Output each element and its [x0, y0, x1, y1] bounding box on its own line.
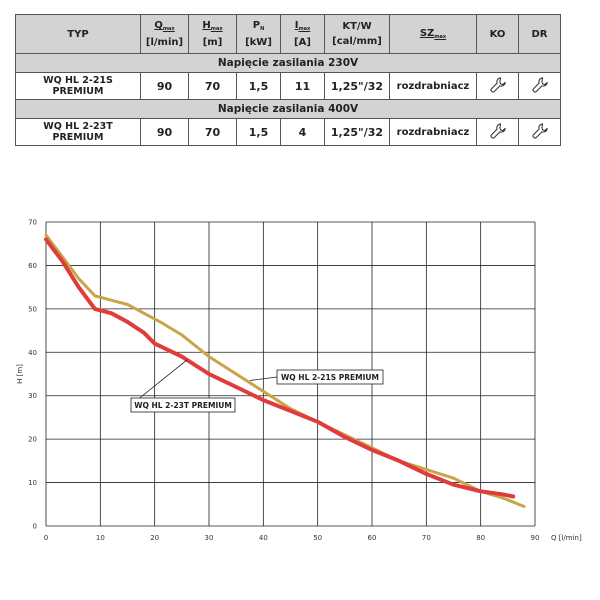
header-p: PN [kW] [236, 14, 281, 54]
header-q: Qmax [l/min] [140, 14, 189, 54]
header-kt: KT/W [cal/mm] [324, 14, 390, 54]
header-ko: KO [476, 14, 519, 54]
legend-23t-label: WQ HL 2-23T PREMIUM [134, 401, 232, 410]
y-tick-label: 20 [28, 436, 37, 444]
sz-value: rozdrabniacz [389, 72, 477, 100]
x-tick-label: 10 [96, 534, 105, 542]
model-variant: PREMIUM [52, 132, 104, 143]
legend-23t-box [130, 397, 236, 413]
voltage-row-400: Napięcie zasilania 400V [15, 99, 561, 119]
header-kt-symbol: KT/W [342, 21, 372, 32]
x-tick-label: 80 [476, 534, 485, 542]
h-value: 70 [188, 118, 237, 146]
legend-23t-leader [130, 359, 188, 406]
header-h-sub: max [210, 26, 223, 32]
kt-value: 1,25"/32 [324, 118, 390, 146]
q-value: 90 [140, 118, 189, 146]
kt-value: 1,25"/32 [324, 72, 390, 100]
x-tick-label: 60 [368, 534, 377, 542]
header-sz: SZmax [389, 14, 477, 54]
x-tick-label: 30 [205, 534, 214, 542]
header-dr: DR [518, 14, 561, 54]
header-q-unit: [l/min] [145, 37, 184, 48]
model-name: WQ HL 2-23T [43, 121, 113, 132]
x-tick-label: 40 [259, 534, 268, 542]
header-p-unit: [kW] [245, 37, 272, 48]
wrench-icon [531, 76, 548, 93]
x-tick-label: 0 [44, 534, 48, 542]
header-q-sub: max [162, 26, 175, 32]
header-i: Imax [A] [280, 14, 325, 54]
dr-cell [518, 72, 561, 100]
y-tick-label: 30 [28, 392, 37, 400]
voltage-label: Napięcie zasilania 400V [15, 99, 561, 119]
header-h-unit: [m] [202, 37, 223, 48]
wrench-icon [531, 122, 548, 139]
p-value: 1,5 [236, 118, 281, 146]
model-variant: PREMIUM [52, 86, 104, 97]
header-p-symbol: P [252, 20, 261, 31]
sz-value: rozdrabniacz [389, 118, 477, 146]
voltage-row-230: Napięcie zasilania 230V [15, 53, 561, 73]
p-value: 1,5 [236, 72, 281, 100]
legend-21s-box [276, 369, 384, 385]
x-tick-label: 90 [531, 534, 540, 542]
table-header-row: TYP Qmax [l/min] Hmax [m] PN [kW] Imax [… [15, 14, 561, 54]
i-value: 11 [280, 72, 325, 100]
model-cell: WQ HL 2-23T PREMIUM [15, 118, 141, 146]
series-line-21s [44, 233, 526, 508]
y-tick-label: 40 [28, 349, 37, 357]
model-cell: WQ HL 2-21S PREMIUM [15, 72, 141, 100]
voltage-label: Napięcie zasilania 230V [15, 53, 561, 73]
header-sz-sub: max [434, 33, 447, 40]
header-i-unit: [A] [294, 37, 311, 48]
header-i-symbol: I [294, 20, 299, 31]
legend-21s-label: WQ HL 2-21S PREMIUM [281, 373, 379, 382]
q-value: 90 [140, 72, 189, 100]
ko-cell [476, 72, 519, 100]
y-tick-label: 60 [28, 262, 37, 270]
header-q-symbol: Q [154, 20, 163, 31]
table-row: WQ HL 2-23T PREMIUM 90 70 1,5 4 1,25"/32… [15, 118, 561, 146]
x-tick-label: 20 [150, 534, 159, 542]
x-tick-label: 70 [422, 534, 431, 542]
wrench-icon [489, 76, 506, 93]
wrench-icon [489, 122, 506, 139]
y-tick-label: 10 [28, 479, 37, 487]
header-p-sub: N [260, 26, 265, 32]
x-tick-label: 50 [313, 534, 322, 542]
y-tick-label: 0 [33, 523, 37, 531]
table-row: WQ HL 2-21S PREMIUM 90 70 1,5 11 1,25"/3… [15, 72, 561, 100]
dr-cell [518, 118, 561, 146]
header-h: Hmax [m] [188, 14, 237, 54]
y-tick-label: 50 [28, 305, 37, 313]
header-kt-unit: [cal/mm] [332, 36, 382, 47]
header-h-symbol: H [202, 20, 211, 31]
pump-curve-chart: 0 10 20 30 40 50 60 70 80 90 0 10 20 30 40 50 60 70 Q [l/m… [16, 219, 582, 543]
model-name: WQ HL 2-21S [43, 75, 113, 86]
spec-table: TYP Qmax [l/min] Hmax [m] PN [kW] Imax [… [15, 14, 561, 146]
series-line-23t [44, 237, 516, 499]
y-tick-label: 70 [28, 219, 37, 227]
i-value: 4 [280, 118, 325, 146]
header-sz-symbol: SZ [419, 27, 435, 39]
ko-cell [476, 118, 519, 146]
legend-21s-leader [249, 376, 278, 381]
x-axis-label: Q [l/min] [551, 534, 582, 542]
header-i-sub: max [298, 26, 311, 32]
y-axis-label: H [m] [16, 364, 24, 384]
header-typ: TYP [15, 14, 141, 54]
h-value: 70 [188, 72, 237, 100]
